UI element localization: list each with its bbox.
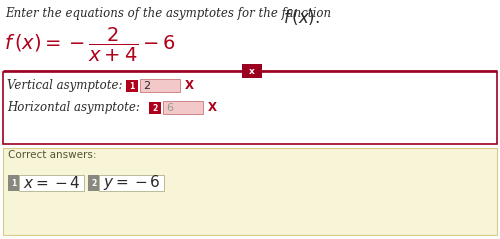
Text: x: x [249, 66, 255, 76]
FancyBboxPatch shape [126, 80, 138, 92]
Text: $y = -6$: $y = -6$ [102, 174, 160, 192]
Text: 2: 2 [91, 179, 96, 188]
FancyBboxPatch shape [242, 64, 262, 78]
FancyBboxPatch shape [3, 148, 497, 235]
Text: 6: 6 [166, 103, 173, 113]
Text: X: X [185, 79, 194, 92]
Text: 2: 2 [152, 103, 158, 113]
Text: Vertical asymptote:: Vertical asymptote: [7, 79, 122, 92]
Text: Correct answers:: Correct answers: [8, 150, 96, 160]
Text: $f\,(x)$.: $f\,(x)$. [283, 7, 320, 27]
Text: 1: 1 [11, 179, 16, 188]
Text: Horizontal asymptote:: Horizontal asymptote: [7, 101, 140, 114]
FancyBboxPatch shape [140, 79, 180, 92]
FancyBboxPatch shape [3, 72, 497, 144]
Text: 1: 1 [130, 81, 134, 91]
Text: X: X [208, 101, 217, 114]
FancyBboxPatch shape [163, 101, 203, 114]
FancyBboxPatch shape [99, 175, 164, 191]
Text: $f\,(x) = -\dfrac{2}{x+4} - 6$: $f\,(x) = -\dfrac{2}{x+4} - 6$ [4, 26, 176, 64]
FancyBboxPatch shape [19, 175, 84, 191]
Text: Enter the equations of the asymptotes for the function: Enter the equations of the asymptotes fo… [5, 7, 335, 20]
FancyBboxPatch shape [149, 102, 161, 114]
FancyBboxPatch shape [8, 175, 19, 191]
Text: $x = -4$: $x = -4$ [22, 175, 80, 191]
FancyBboxPatch shape [88, 175, 99, 191]
Text: 2: 2 [143, 81, 150, 91]
